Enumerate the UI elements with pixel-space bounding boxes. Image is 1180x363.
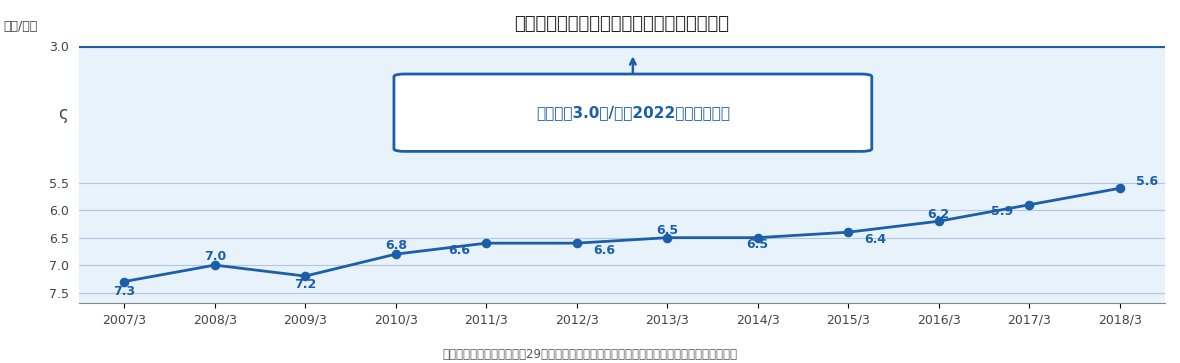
Text: 6.6: 6.6 <box>448 244 470 257</box>
Text: （人/台）: （人/台） <box>4 20 38 33</box>
Point <box>568 240 586 246</box>
Text: 5.6: 5.6 <box>1136 175 1158 188</box>
Point <box>477 240 496 246</box>
Text: 7.0: 7.0 <box>204 250 225 264</box>
Text: 7.2: 7.2 <box>294 278 316 291</box>
Point <box>1020 202 1038 208</box>
Point <box>839 229 858 235</box>
Text: （出典：文部科学省「平成29年度学校における教育の情報化の実態等に関する調査結果」）: （出典：文部科学省「平成29年度学校における教育の情報化の実態等に関する調査結果… <box>442 348 738 361</box>
Text: 6.6: 6.6 <box>592 244 615 257</box>
Text: 6.8: 6.8 <box>385 239 407 252</box>
Point <box>386 251 405 257</box>
Text: 目標値　3.0人/台（2022年度までに）: 目標値 3.0人/台（2022年度までに） <box>536 105 730 120</box>
Text: ς: ς <box>58 105 68 123</box>
Text: 6.2: 6.2 <box>927 208 950 221</box>
Point <box>1110 185 1129 191</box>
Point <box>205 262 224 268</box>
Title: 教育用コンピュータ整備率推移（全国平均）: 教育用コンピュータ整備率推移（全国平均） <box>514 15 729 33</box>
Text: 6.5: 6.5 <box>656 224 678 237</box>
Point <box>296 273 315 279</box>
Text: 6.4: 6.4 <box>864 233 886 246</box>
Point <box>930 218 949 224</box>
Point <box>114 279 133 285</box>
Text: 7.3: 7.3 <box>113 285 136 298</box>
Point <box>657 235 676 241</box>
FancyBboxPatch shape <box>394 74 872 151</box>
Text: 6.5: 6.5 <box>747 238 769 251</box>
Point <box>748 235 767 241</box>
Text: 5.9: 5.9 <box>991 205 1014 219</box>
